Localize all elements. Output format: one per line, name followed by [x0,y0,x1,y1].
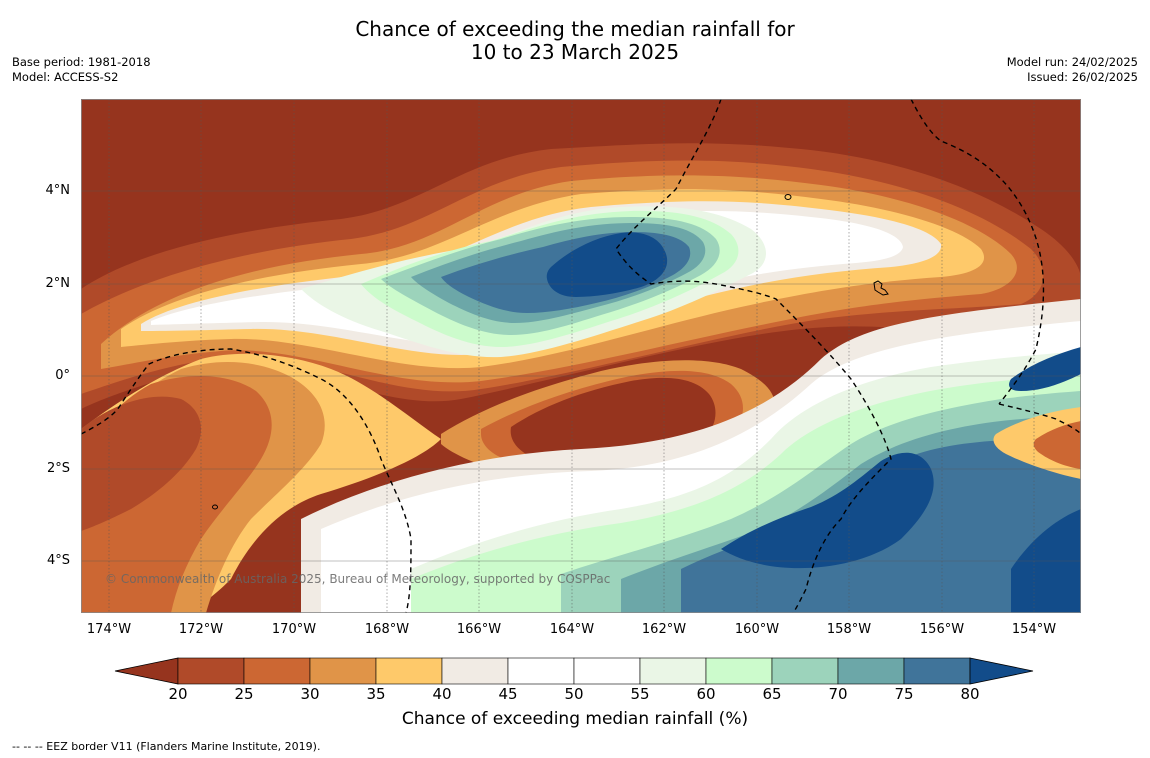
island-north-2 [873,280,889,296]
title-line-2: 10 to 23 March 2025 [470,40,680,64]
colorbar-tick-35: 35 [366,685,386,703]
lat-label-2n: 2°N [45,276,71,291]
contour-band-dry-east-30 [1033,421,1081,469]
colorbar-arrow-low [114,657,179,685]
lat-label-4s: 4°S [46,553,70,568]
colorbar-segment [309,657,377,685]
colorbar-tick-80: 80 [960,685,980,703]
colorbar [114,657,1034,685]
colorbar-tick-70: 70 [828,685,848,703]
colorbar-tick-55: 55 [630,685,650,703]
colorbar-segment [573,657,641,685]
lon-label-164w: 164°W [549,622,595,637]
lon-label-170w: 170°W [271,622,317,637]
colorbar-tick-25: 25 [234,685,254,703]
colorbar-segment [639,657,707,685]
colorbar-tick-50: 50 [564,685,584,703]
colorbar-segment [771,657,839,685]
colorbar-segment [441,657,509,685]
contour-band-gt80-north [546,232,668,297]
lon-label-174w: 174°W [86,622,132,637]
colorbar-segment [177,657,245,685]
lon-label-156w: 156°W [919,622,965,637]
rainfall-map [81,99,1081,613]
lon-label-158w: 158°W [826,622,872,637]
lat-label-2s: 2°S [46,461,70,476]
model-run-text: Model run: 24/02/2025 [1006,55,1138,69]
colorbar-arrow-high [969,657,1034,685]
lat-label-4n: 4°N [45,183,71,198]
meta-right: Model run: 24/02/2025 Issued: 26/02/2025 [1007,55,1138,85]
base-period-text: Base period: 1981-2018 [12,55,151,69]
latitude-grid [81,190,1081,562]
colorbar-segment [903,657,971,685]
colorbar-segment [705,657,773,685]
colorbar-segment [243,657,311,685]
lon-label-172w: 172°W [178,622,224,637]
colorbar-tick-60: 60 [696,685,716,703]
contour-band-dry-west-25 [81,396,201,531]
lon-label-162w: 162°W [641,622,687,637]
colorbar-segment [507,657,575,685]
colorbar-segment [837,657,905,685]
contour-band-gt80-east [1009,347,1081,391]
lon-label-166w: 166°W [456,622,502,637]
model-text: Model: ACCESS-S2 [12,70,119,84]
colorbar-tick-75: 75 [894,685,914,703]
colorbar-tick-20: 20 [168,685,188,703]
meta-left: Base period: 1981-2018 Model: ACCESS-S2 [12,55,151,85]
lat-label-0: 0° [55,368,70,383]
map-frame [81,99,1081,613]
colorbar-tick-65: 65 [762,685,782,703]
map-title: Chance of exceeding the median rainfall … [0,18,1150,64]
lon-label-154w: 154°W [1011,622,1057,637]
colorbar-tick-30: 30 [300,685,320,703]
issued-text: Issued: 26/02/2025 [1027,70,1138,84]
island-south-1 [212,504,218,510]
title-line-1: Chance of exceeding the median rainfall … [355,17,795,41]
lon-label-160w: 160°W [734,622,780,637]
colorbar-segment [375,657,443,685]
longitude-grid [108,99,1035,613]
eez-footnote: -- -- -- EEZ border V11 (Flanders Marine… [12,740,321,753]
colorbar-tick-45: 45 [498,685,518,703]
contour-band-gt80-south [721,452,934,569]
islands [212,194,889,510]
colorbar-title: Chance of exceeding median rainfall (%) [401,709,749,729]
lon-label-168w: 168°W [364,622,410,637]
island-north-1 [784,194,792,200]
copyright-text: © Commonwealth of Australia 2025, Bureau… [105,572,611,586]
colorbar-tick-40: 40 [432,685,452,703]
eez-borders [81,99,1081,613]
